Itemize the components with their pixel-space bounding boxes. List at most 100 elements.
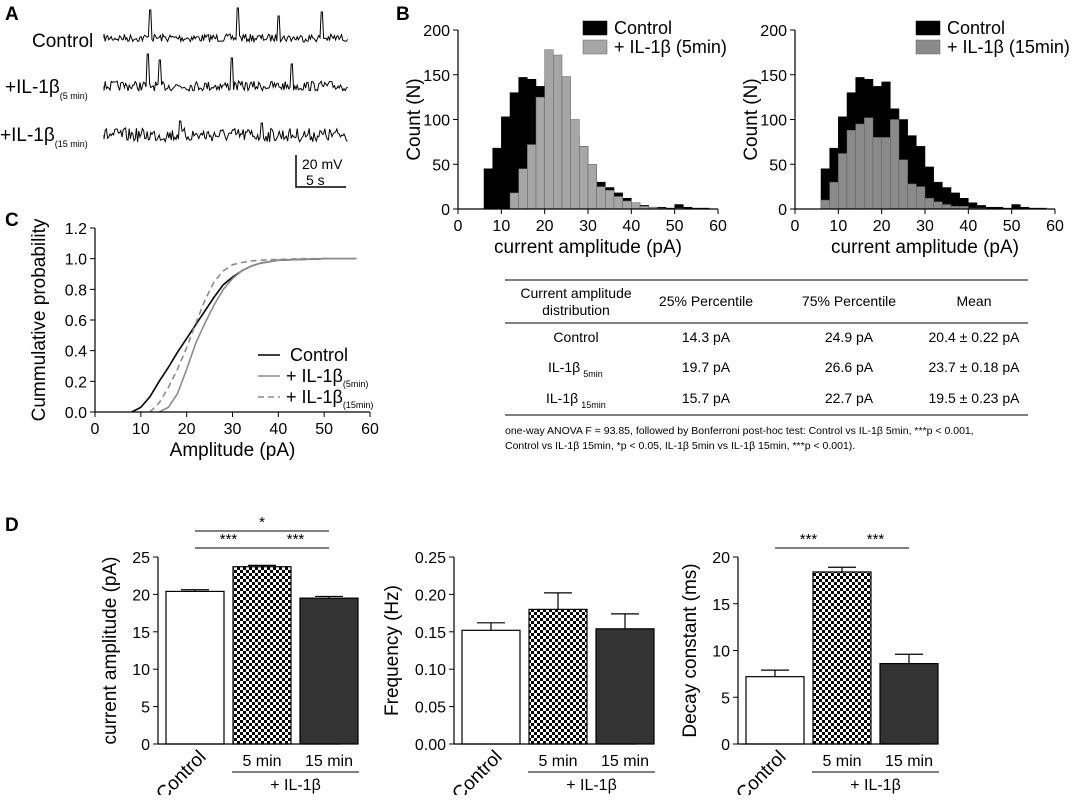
x-tick-label: 10 bbox=[492, 218, 510, 235]
trace-control bbox=[103, 7, 349, 44]
histogram-bar bbox=[933, 201, 943, 210]
legend-swatch bbox=[915, 20, 941, 36]
y-tick-label: 50 bbox=[432, 157, 450, 174]
y-tick-label: 150 bbox=[760, 68, 787, 85]
histogram-bar bbox=[527, 144, 537, 210]
y-tick-label: 0.8 bbox=[65, 282, 87, 299]
histogram-bar bbox=[613, 196, 623, 210]
legend-label: Control bbox=[290, 345, 348, 365]
x-tick-label: 50 bbox=[1003, 218, 1021, 235]
histogram-bar bbox=[570, 119, 580, 210]
x-axis-label: current amplitude (pA) bbox=[494, 237, 682, 258]
stats-table: Current amplitude distribution 25% Perce… bbox=[505, 279, 1028, 452]
table-cell-p25: 15.7 pA bbox=[682, 390, 731, 406]
x-tick-label: 30 bbox=[224, 421, 242, 438]
bar-chart-amplitude: 0 5 10 15 20 25 current amplitude (pA) Control 5… bbox=[100, 514, 359, 800]
histogram-left: 0 10 20 30 40 50 60 0 50 100 150 200 current amplitu… bbox=[404, 18, 727, 258]
significance-label: *** bbox=[287, 531, 305, 548]
legend-label: Control bbox=[614, 18, 672, 38]
y-tick-label: 0.2 bbox=[65, 374, 87, 391]
x-tick-label: 0 bbox=[454, 218, 463, 235]
histogram-bar bbox=[872, 137, 882, 210]
y-tick-label: 0.05 bbox=[415, 700, 446, 717]
y-tick-label: 10 bbox=[712, 644, 730, 661]
y-axis-label: Count (N) bbox=[404, 78, 425, 160]
histogram-bar bbox=[535, 96, 545, 210]
trace-label-5min: +IL-1β(5 min) bbox=[5, 77, 88, 101]
x-axis-label: current amplitude (pA) bbox=[831, 237, 1019, 258]
table-row-label: IL-1β 5min bbox=[548, 359, 603, 379]
x-tick-label: 60 bbox=[1046, 218, 1064, 235]
x-tick-label: 20 bbox=[873, 218, 891, 235]
category-label: Control bbox=[732, 747, 790, 795]
histogram-right: 0 10 20 30 40 50 60 0 50 100 150 200 current amplitu… bbox=[741, 18, 1070, 258]
table-header-mean: Mean bbox=[956, 293, 991, 309]
histogram-bar bbox=[596, 186, 606, 210]
histogram-bar bbox=[501, 116, 511, 210]
y-tick-label: 20 bbox=[712, 550, 730, 567]
histogram-bar bbox=[924, 198, 934, 210]
category-label: 15 min bbox=[305, 753, 353, 770]
legend-label: Control bbox=[947, 18, 1005, 38]
histogram-bar bbox=[622, 200, 632, 210]
legend-label: + IL-1β (15min) bbox=[947, 37, 1070, 57]
table-cell-p75: 22.7 pA bbox=[825, 390, 874, 406]
histogram-bar bbox=[864, 117, 874, 210]
y-tick-label: 0.25 bbox=[415, 550, 446, 567]
y-tick-label: 200 bbox=[760, 23, 787, 40]
histogram-bar bbox=[881, 137, 891, 210]
histogram-bar bbox=[605, 189, 615, 210]
x-tick-label: 40 bbox=[269, 421, 287, 438]
panel-a-traces: Control +IL-1β(5 min) +IL-1β(15 min) 20 … bbox=[0, 7, 349, 188]
y-tick-label: 25 bbox=[132, 550, 150, 567]
table-cell-p25: 14.3 pA bbox=[682, 329, 731, 345]
histogram-bar bbox=[838, 153, 848, 210]
histogram-bar bbox=[916, 186, 926, 210]
panel-letter-a: A bbox=[5, 4, 19, 25]
y-tick-label: 0 bbox=[721, 737, 730, 754]
histogram-bar bbox=[509, 92, 519, 210]
panel-letter-c: C bbox=[5, 210, 19, 231]
x-tick-label: 20 bbox=[536, 218, 554, 235]
x-tick-label: 60 bbox=[361, 421, 379, 438]
y-axis-label: Cummulative probability bbox=[29, 218, 50, 421]
y-tick-label: 0.6 bbox=[65, 313, 87, 330]
panel-letter-d: D bbox=[5, 515, 19, 536]
histogram-bar bbox=[820, 199, 830, 210]
histogram-bar bbox=[898, 159, 908, 210]
x-tick-label: 10 bbox=[132, 421, 150, 438]
bar bbox=[879, 662, 939, 745]
histogram-bar bbox=[631, 202, 641, 210]
bar bbox=[812, 571, 872, 745]
bar-chart-decay: 0 5 10 15 20 Decay constant (ms) Control 5 min 1… bbox=[680, 531, 939, 800]
panel-letter-b: B bbox=[396, 4, 410, 25]
y-tick-label: 150 bbox=[423, 68, 450, 85]
table-header-p25: 25% Percentile bbox=[659, 293, 753, 309]
y-tick-label: 100 bbox=[760, 113, 787, 130]
table-cell-p75: 26.6 pA bbox=[825, 359, 874, 375]
significance-label: *** bbox=[867, 531, 885, 548]
legend-label: + IL-1β (5min) bbox=[614, 37, 727, 57]
bar bbox=[165, 590, 225, 745]
category-label: 5 min bbox=[538, 753, 577, 770]
bar bbox=[745, 676, 805, 745]
histogram-bar bbox=[890, 119, 900, 210]
table-row-label: Control bbox=[553, 329, 598, 345]
histogram-bar bbox=[1011, 204, 1021, 210]
histogram-bar bbox=[855, 123, 865, 210]
category-label: 15 min bbox=[885, 753, 933, 770]
table-cell-p25: 19.7 pA bbox=[682, 359, 731, 375]
y-tick-label: 50 bbox=[769, 157, 787, 174]
category-label: 5 min bbox=[822, 753, 861, 770]
y-axis-label: Count (N) bbox=[741, 78, 762, 160]
legend-swatch bbox=[582, 20, 608, 36]
histogram-bar bbox=[483, 168, 493, 210]
y-tick-label: 15 bbox=[132, 625, 150, 642]
histogram-bar bbox=[587, 164, 597, 210]
scale-bar-voltage: 20 mV bbox=[302, 156, 343, 172]
table-note-line-1: one-way ANOVA F = 93.85, followed by Bon… bbox=[505, 425, 974, 437]
histogram-bar bbox=[492, 147, 502, 210]
y-tick-label: 0.10 bbox=[415, 662, 446, 679]
category-label: Control bbox=[448, 747, 506, 795]
